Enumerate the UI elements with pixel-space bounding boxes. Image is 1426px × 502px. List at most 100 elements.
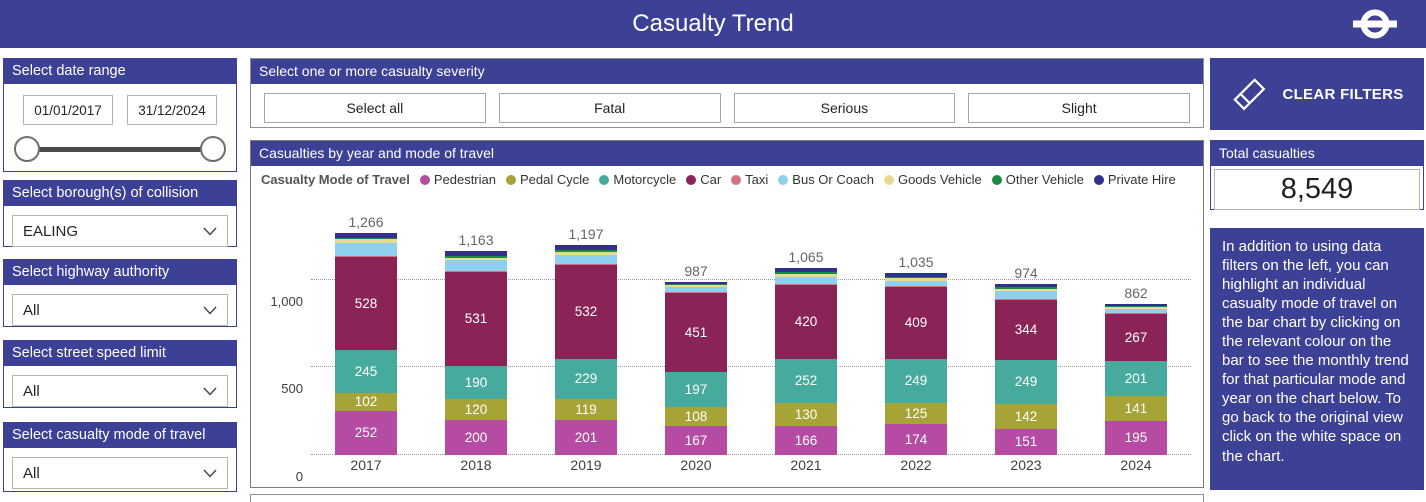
- bar-segment-car[interactable]: 528: [335, 257, 397, 350]
- bar-segment-car[interactable]: 531: [445, 272, 507, 366]
- bar-segment-bus-or-coach[interactable]: [995, 291, 1057, 299]
- legend-item[interactable]: Private Hire: [1093, 172, 1176, 187]
- bar-segment-pedal-cycle[interactable]: 141: [1105, 396, 1167, 421]
- bar-segment-taxi[interactable]: [1105, 313, 1167, 314]
- bar-segment-private-hire[interactable]: [445, 250, 507, 257]
- bar-segment-car[interactable]: 344: [995, 299, 1057, 360]
- bar-segment-motorcycle[interactable]: 190: [445, 365, 507, 399]
- bar-segment-pedestrian[interactable]: 252: [335, 410, 397, 455]
- bar-segment-other-vehicle[interactable]: [885, 277, 947, 279]
- slider-handle-start[interactable]: [14, 136, 40, 162]
- bar-segment-taxi[interactable]: [995, 298, 1057, 300]
- bar-segment-bus-or-coach[interactable]: [885, 280, 947, 287]
- legend-item[interactable]: Goods Vehicle: [883, 172, 982, 187]
- bar-segment-pedestrian[interactable]: 166: [775, 425, 837, 455]
- bar-segment-motorcycle[interactable]: 249: [995, 359, 1057, 404]
- bar-segment-pedal-cycle[interactable]: 125: [885, 402, 947, 425]
- bar-segment-taxi[interactable]: [885, 286, 947, 288]
- severity-title: Select one or more casualty severity: [251, 59, 1203, 84]
- bar-segment-other-vehicle[interactable]: [775, 272, 837, 275]
- bar-segment-motorcycle[interactable]: 245: [335, 349, 397, 393]
- bar-segment-pedal-cycle[interactable]: 142: [995, 403, 1057, 429]
- bar-segment-pedal-cycle[interactable]: 108: [665, 406, 727, 426]
- severity-fatal-button[interactable]: Fatal: [498, 93, 721, 123]
- legend-item[interactable]: Pedestrian: [419, 172, 496, 187]
- bar-segment-taxi[interactable]: [665, 292, 727, 294]
- legend-item[interactable]: Bus Or Coach: [778, 172, 874, 187]
- bar-segment-goods-vehicle[interactable]: [775, 274, 837, 278]
- bar-segment-bus-or-coach[interactable]: [335, 242, 397, 256]
- bar-segment-bus-or-coach[interactable]: [445, 260, 507, 272]
- legend-item[interactable]: Other Vehicle: [991, 172, 1084, 187]
- bar-segment-private-hire[interactable]: [555, 244, 617, 250]
- start-date-input[interactable]: 01/01/2017: [23, 95, 113, 125]
- bar-segment-private-hire[interactable]: [885, 273, 947, 278]
- bar-segment-goods-vehicle[interactable]: [335, 239, 397, 243]
- bar-segment-motorcycle[interactable]: 252: [775, 358, 837, 404]
- borough-dropdown[interactable]: EALING: [12, 215, 228, 247]
- legend-label: Taxi: [745, 172, 769, 187]
- legend-item[interactable]: Taxi: [731, 172, 768, 187]
- date-range-slider-track[interactable]: [26, 147, 214, 152]
- legend-item[interactable]: Pedal Cycle: [505, 172, 589, 187]
- bar-segment-motorcycle[interactable]: 197: [665, 372, 727, 407]
- bar-column: 1,266 528 245 102 252: [311, 197, 421, 455]
- bar-segment-private-hire[interactable]: [995, 284, 1057, 288]
- bar-segment-taxi[interactable]: [775, 284, 837, 286]
- plot-area[interactable]: 1,266 528 245 102 252 1,163 531 190 120 200 1,197 5…: [311, 197, 1191, 455]
- bar-segment-other-vehicle[interactable]: [445, 256, 507, 258]
- bar-segment-goods-vehicle[interactable]: [445, 257, 507, 261]
- bar-segment-car[interactable]: 420: [775, 285, 837, 359]
- highway-authority-dropdown[interactable]: All: [12, 294, 228, 326]
- bar-segment-other-vehicle[interactable]: [1105, 305, 1167, 308]
- severity-serious-button[interactable]: Serious: [733, 93, 956, 123]
- legend-item[interactable]: Motorcycle: [599, 172, 676, 187]
- mode-of-travel-dropdown[interactable]: All: [12, 457, 228, 489]
- bar-segment-pedestrian[interactable]: 200: [445, 419, 507, 455]
- bar-segment-car[interactable]: 267: [1105, 313, 1167, 361]
- bar-segment-motorcycle[interactable]: 201: [1105, 360, 1167, 397]
- bar-segment-pedestrian[interactable]: 195: [1105, 420, 1167, 455]
- severity-select-all-button[interactable]: Select all: [264, 93, 486, 123]
- bar-segment-motorcycle[interactable]: 229: [555, 358, 617, 399]
- bar-segment-other-vehicle[interactable]: [665, 284, 727, 286]
- bar-segment-private-hire[interactable]: [335, 232, 397, 238]
- end-date-input[interactable]: 31/12/2024: [127, 95, 217, 125]
- bar-segment-taxi[interactable]: [555, 263, 617, 266]
- bar-segment-private-hire[interactable]: [775, 268, 837, 273]
- bar-segment-pedal-cycle[interactable]: 120: [445, 398, 507, 420]
- bar-segment-bus-or-coach[interactable]: [775, 277, 837, 285]
- bar-segment-pedal-cycle[interactable]: 119: [555, 398, 617, 420]
- bar-segment-car[interactable]: 532: [555, 265, 617, 359]
- bar-segment-other-vehicle[interactable]: [555, 249, 617, 252]
- bar-segment-pedestrian[interactable]: 167: [665, 425, 727, 455]
- bar-segment-pedestrian[interactable]: 174: [885, 424, 947, 455]
- bar-segment-car[interactable]: 409: [885, 287, 947, 359]
- bar-segment-other-vehicle[interactable]: [995, 287, 1057, 290]
- bar-segment-private-hire[interactable]: [1105, 303, 1167, 306]
- bar-segment-bus-or-coach[interactable]: [665, 287, 727, 292]
- x-tick-label: 2017: [350, 457, 382, 473]
- bar-segment-taxi[interactable]: [445, 271, 507, 273]
- bar-segment-goods-vehicle[interactable]: [665, 285, 727, 288]
- bar-segment-goods-vehicle[interactable]: [555, 251, 617, 256]
- bar-segment-pedal-cycle[interactable]: 102: [335, 392, 397, 411]
- speed-limit-dropdown[interactable]: All: [12, 375, 228, 407]
- clear-filters-button[interactable]: CLEAR FILTERS: [1210, 58, 1424, 130]
- bar-segment-other-vehicle[interactable]: [335, 237, 397, 240]
- bar-segment-motorcycle[interactable]: 249: [885, 358, 947, 403]
- severity-slight-button[interactable]: Slight: [968, 93, 1190, 123]
- bar-segment-goods-vehicle[interactable]: [995, 289, 1057, 292]
- slider-handle-end[interactable]: [200, 136, 226, 162]
- bar-segment-pedestrian[interactable]: 201: [555, 419, 617, 455]
- bar-segment-pedestrian[interactable]: 151: [995, 428, 1057, 455]
- bar-segment-car[interactable]: 451: [665, 293, 727, 373]
- bar-segment-taxi[interactable]: [335, 255, 397, 258]
- bar-segment-goods-vehicle[interactable]: [885, 278, 947, 281]
- bar-segment-bus-or-coach[interactable]: [1105, 308, 1167, 314]
- bar-segment-bus-or-coach[interactable]: [555, 255, 617, 264]
- bar-segment-private-hire[interactable]: [665, 281, 727, 285]
- legend-item[interactable]: Car: [686, 172, 721, 187]
- bar-segment-goods-vehicle[interactable]: [1105, 307, 1167, 309]
- bar-segment-pedal-cycle[interactable]: 130: [775, 403, 837, 426]
